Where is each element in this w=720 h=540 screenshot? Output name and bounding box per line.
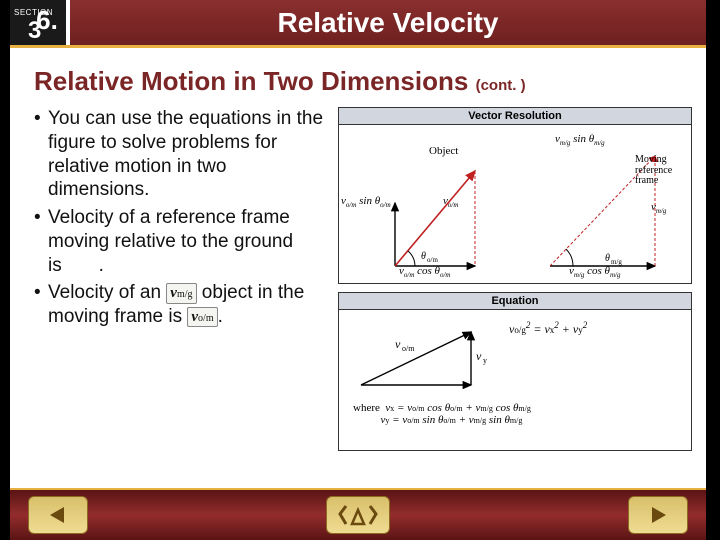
svg-text:y: y [483,356,487,365]
svg-text:v: v [476,349,482,363]
moving-frame-label: Movingreferenceframe [635,155,672,187]
bullet-item: Velocity of a reference frame moving rel… [34,206,330,277]
figure-equation: Equation v o/m v x [338,292,692,451]
figure-body: θ o/m θ m/g Object Movingreferenceframe … [339,125,691,283]
equation-main: vo/g2 = vx2 + vy2 [509,318,587,339]
page-title: Relative Velocity [70,0,706,45]
vector-resolution-svg: θ o/m θ m/g [345,131,685,289]
svg-text:o/m: o/m [402,344,415,353]
figures-column: Vector Resolution [338,107,692,451]
svg-text:θ: θ [421,251,426,262]
subtitle-cont: (cont. ) [476,77,526,94]
vmg-label: vm/g [651,201,666,215]
header-bar: SECTION 6. 3 Relative Velocity [10,0,706,48]
svg-text:θ: θ [605,253,610,264]
bullet-list: You can use the equations in the figure … [24,107,330,451]
content-area: You can use the equations in the figure … [10,103,706,451]
home-button[interactable] [326,496,390,534]
figure-vector-resolution: Vector Resolution [338,107,692,284]
nav-bar [10,488,706,540]
equation-where: where vx = vo/m cos θo/m + vm/g cos θm/g… [353,402,531,426]
where-label: where [353,402,380,414]
figure-title: Vector Resolution [339,108,691,125]
vom-cos-label: vo/m cos θo/m [399,265,450,279]
vom-label: vo/m [443,195,458,209]
vom-sin-label: vo/m sin θo/m [341,195,391,209]
bullet-text: You can use the equations in the figure … [48,108,323,200]
nav-center-group [326,496,390,534]
vmg-sin-label: vm/g sin θm/g [555,133,605,147]
equation-triangle-svg: v o/m v x v y [351,320,491,390]
bullet-item: You can use the equations in the figure … [34,107,330,202]
svg-text:v: v [411,387,417,390]
prev-button[interactable] [28,496,88,534]
subtitle-text: Relative Motion in Two Dimensions [34,66,468,96]
var-vom: vo/m [187,307,217,328]
equation-body: v o/m v x v y vo/g2 = vx2 + vy2 where vx… [339,310,691,450]
slide: SECTION 6. 3 Relative Velocity Relative … [10,0,706,540]
arrow-left-icon [44,505,72,525]
svg-text:o/m: o/m [427,256,438,264]
section-chip: SECTION 6. 3 [10,0,70,45]
svg-text:v: v [395,337,401,351]
next-button[interactable] [628,496,688,534]
figure-title: Equation [339,293,691,310]
object-label: Object [429,145,458,157]
home-icon [336,502,380,528]
subtitle: Relative Motion in Two Dimensions (cont.… [10,48,706,103]
arrow-right-icon [644,505,672,525]
vmg-cos-label: vm/g cos θm/g [569,265,620,279]
var-vmg: vm/g [166,283,196,304]
section-subnumber: 3 [28,17,41,45]
section-label: SECTION [14,8,53,17]
bullet-item: Velocity of an vm/g object in the moving… [34,281,330,329]
